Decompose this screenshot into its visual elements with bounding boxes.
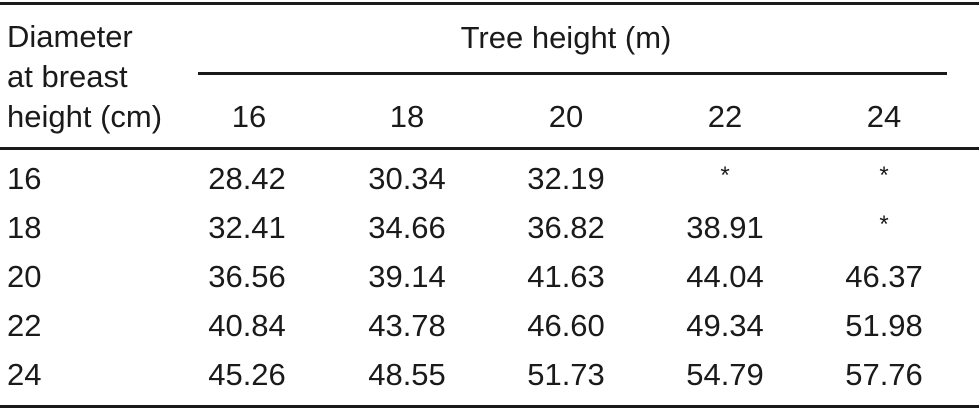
column-header: 20 (548, 99, 584, 134)
row-label: 24 (7, 357, 42, 392)
table-cell: * (879, 162, 889, 189)
table-cell: 51.73 (527, 357, 605, 392)
table-cell: 39.14 (368, 259, 446, 294)
table-cell: 40.84 (208, 308, 286, 343)
table-cell: 36.82 (527, 210, 605, 245)
table-cell: 44.04 (686, 259, 764, 294)
table-cell: 49.34 (686, 308, 764, 343)
table-cell: 30.34 (368, 161, 446, 196)
row-label: 16 (7, 161, 42, 196)
stub-header-line-1: Diameter (7, 19, 133, 54)
spanner-rule (198, 72, 947, 75)
table-cell: 51.98 (845, 308, 923, 343)
table-bottom-rule (0, 405, 979, 408)
table-cell: 28.42 (208, 161, 286, 196)
row-label: 20 (7, 259, 42, 294)
stub-header-line-2: at breast (7, 59, 128, 94)
table-cell: 32.19 (527, 161, 605, 196)
table-cell: 43.78 (368, 308, 446, 343)
row-label: 18 (7, 210, 42, 245)
spanner-header: Tree height (m) (460, 20, 672, 55)
table-cell: 57.76 (845, 357, 923, 392)
table-cell: 46.60 (527, 308, 605, 343)
header-rule (0, 147, 979, 150)
table-cell: 34.66 (368, 210, 446, 245)
table-cell: 32.41 (208, 210, 286, 245)
column-header: 22 (707, 99, 743, 134)
table-cell: * (720, 162, 730, 189)
table-cell: 41.63 (527, 259, 605, 294)
column-header: 18 (389, 99, 425, 134)
table-cell: * (879, 211, 889, 238)
table-cell: 36.56 (208, 259, 286, 294)
stub-header-line-3: height (cm) (7, 99, 163, 134)
column-header: 24 (866, 99, 902, 134)
table-cell: 46.37 (845, 259, 923, 294)
table-top-rule (0, 2, 979, 5)
table-cell: 48.55 (368, 357, 446, 392)
table-cell: 38.91 (686, 210, 764, 245)
row-label: 22 (7, 308, 42, 343)
table-cell: 54.79 (686, 357, 764, 392)
column-header: 16 (231, 99, 267, 134)
table-cell: 45.26 (208, 357, 286, 392)
